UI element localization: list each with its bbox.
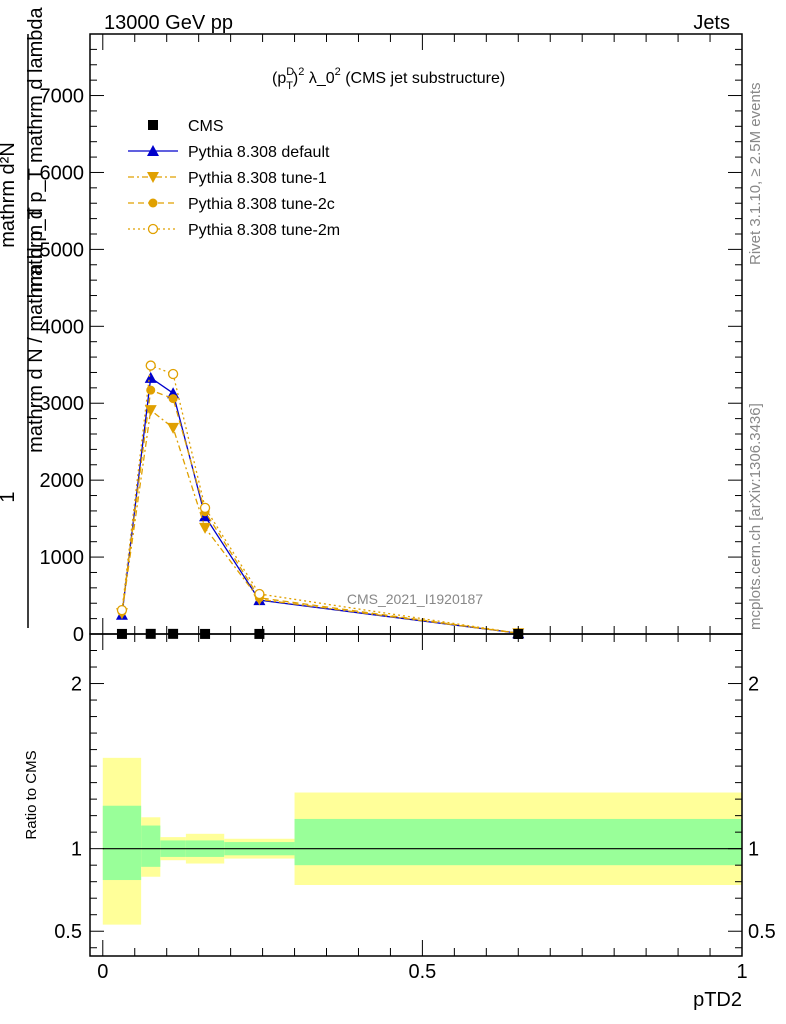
y-axis-label: 1 mathrm d N / mathrm d p_T mathrm d²N m…: [0, 6, 47, 628]
ratio-y-tick-label-right: 1: [748, 839, 759, 861]
data-point: [116, 605, 128, 616]
ratio-band-inner: [294, 818, 742, 866]
data-point: [144, 405, 157, 417]
ratio-y-tick-label-left: 2: [71, 674, 82, 696]
main-y-tick-label: 7000: [40, 86, 85, 108]
x-tick-label: 0.5: [408, 961, 436, 983]
data-point: [167, 422, 180, 434]
ylabel-num: mathrm d²N: [0, 142, 19, 248]
main-axes: 0 1000 2000 3000 4000 5000 6000 7000: [40, 33, 743, 646]
data-point: [199, 522, 212, 534]
header-right: Jets: [693, 12, 730, 34]
data-point: [199, 502, 211, 513]
data-point: [145, 360, 156, 371]
series-line: [121, 389, 519, 634]
legend-entry: Pythia 8.308 tune-2m: [128, 222, 340, 239]
ratio-band-inner: [102, 805, 142, 881]
legend-label: CMS: [188, 118, 224, 135]
ylabel-den: mathrm d p_T mathrm d lambda: [25, 6, 47, 292]
legend-entry: Pythia 8.308 default: [128, 144, 330, 161]
x-tick-label: 1: [736, 961, 747, 983]
header-left: 13000 GeV pp: [104, 12, 233, 34]
ylabel-line2: mathrm d N / mathrm d p_T: [25, 207, 47, 453]
legend-label: Pythia 8.308 tune-2m: [188, 222, 340, 239]
legend-entry: Pythia 8.308 tune-2c: [128, 196, 335, 213]
ratio-plot: 0.5 0.51 12 20 0.5 1: [54, 633, 776, 983]
rivet-label: Rivet 3.1.10, ≥ 2.5M events: [747, 83, 764, 266]
ratio-y-tick-label-right: 0.5: [748, 921, 776, 943]
data-point: [146, 385, 156, 395]
main-y-tick-label: 4000: [40, 316, 85, 338]
plot-title: (pD T)2 λ_02 (CMS jet substructure): [272, 66, 505, 92]
ratio-y-tick-label-right: 2: [748, 674, 759, 696]
data-point: [144, 371, 157, 383]
legend-entry: Pythia 8.308 tune-1: [128, 170, 327, 187]
ratio-bands: [102, 757, 742, 925]
legend-marker: [147, 145, 159, 156]
x-axis-label: pTD2: [693, 989, 742, 1011]
x-tick-label: 0: [97, 961, 108, 983]
main-y-tick-label: 5000: [40, 239, 85, 261]
legend-marker: [147, 172, 159, 183]
analysis-watermark: CMS_2021_I1920187: [347, 591, 483, 607]
main-y-tick-label: 0: [73, 624, 84, 646]
data-point: [168, 394, 178, 404]
ratio-y-tick-label-left: 1: [71, 839, 82, 861]
data-point: [254, 588, 265, 600]
main-plot: 0 1000 2000 3000 4000 5000 6000 7000 (pD T)2 λ_0…: [40, 33, 743, 646]
legend-entry: CMS: [148, 118, 224, 135]
legend-label: Pythia 8.308 tune-2c: [188, 196, 335, 213]
legend-marker: [147, 223, 159, 235]
series-line: [121, 364, 519, 634]
ratio-axes: 0.5 0.51 12 20 0.5 1: [54, 634, 776, 983]
ratio-band-inner: [141, 825, 161, 867]
main-y-tick-label: 1000: [40, 547, 85, 569]
mcplots-label: mcplots.cern.ch [arXiv:1306.3436]: [747, 403, 764, 630]
legend-label: Pythia 8.308 default: [188, 144, 330, 161]
main-y-tick-label: 2000: [40, 470, 85, 492]
series-line: [121, 408, 519, 634]
ratio-plot-frame: [89, 633, 743, 957]
data-point: [167, 368, 179, 380]
legend: CMS Pythia 8.308 default Pythia 8.308 tune…: [128, 118, 340, 239]
ratio-y-tick-label-left: 0.5: [54, 921, 82, 943]
main-y-tick-label: 6000: [40, 162, 85, 184]
legend-label: Pythia 8.308 tune-1: [188, 170, 327, 187]
ratio-y-axis-label: Ratio to CMS: [23, 750, 40, 839]
main-y-tick-label: 3000: [40, 393, 85, 415]
legend-marker: [148, 198, 158, 208]
ylabel-line1: 1: [0, 491, 19, 502]
legend-marker: [148, 120, 158, 130]
